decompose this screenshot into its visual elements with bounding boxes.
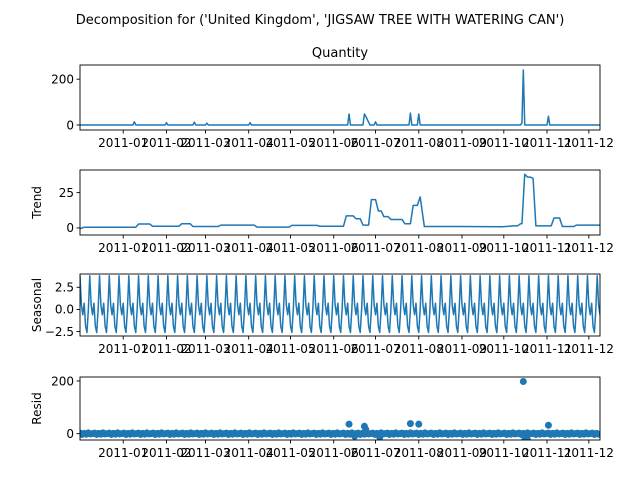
trend-xtick-label: 2011-02: [141, 241, 191, 255]
quantity-xtick-label: 2011-03: [180, 136, 230, 150]
resid-xtick-label: 2011-05: [265, 446, 315, 460]
quantity-xtick-label: 2011-04: [224, 136, 274, 150]
decomposition-panels: 02002011-012011-022011-032011-042011-052…: [30, 46, 614, 460]
quantity-xtick-label: 2011-07: [350, 136, 400, 150]
quantity-xtick-label: 2011-02: [141, 136, 191, 150]
trend-xtick-label: 2011-10: [479, 241, 529, 255]
resid-xtick-label: 2011-12: [564, 446, 614, 460]
resid-ylabel: Resid: [30, 392, 44, 424]
resid-outlier-point: [362, 425, 370, 433]
trend-xtick-label: 2011-08: [394, 241, 444, 255]
resid-outlier-point: [345, 420, 353, 428]
resid-xtick-label: 2011-06: [309, 446, 359, 460]
seasonal-xtick-label: 2011-05: [265, 342, 315, 356]
trend-xtick-label: 2011-09: [437, 241, 487, 255]
resid-xtick-label: 2011-11: [522, 446, 572, 460]
quantity-xtick-label: 2011-12: [564, 136, 614, 150]
trend-xtick-label: 2011-05: [265, 241, 315, 255]
quantity-title: Quantity: [312, 46, 368, 61]
trend-xtick-label: 2011-12: [564, 241, 614, 255]
seasonal-plot-area: [80, 275, 600, 334]
seasonal-ytick-label: 2.5: [55, 281, 74, 295]
quantity-xtick-label: 2011-08: [394, 136, 444, 150]
seasonal-xtick-label: 2011-10: [479, 342, 529, 356]
trend-xtick-label: 2011-03: [180, 241, 230, 255]
quantity-xtick-label: 2011-06: [309, 136, 359, 150]
seasonal-xtick-label: 2011-12: [564, 342, 614, 356]
figure-suptitle: Decomposition for ('United Kingdom', 'JI…: [76, 13, 565, 28]
resid-xtick-label: 2011-09: [437, 446, 487, 460]
quantity-xtick-label: 2011-01: [98, 136, 148, 150]
resid-panel: 02002011-012011-022011-032011-042011-052…: [30, 374, 614, 460]
trend-axes-frame: [79, 169, 601, 236]
resid-outlier-point: [376, 433, 384, 440]
quantity-ytick-label: 200: [51, 72, 74, 86]
quantity-series-line: [80, 69, 600, 126]
trend-panel: 0252011-012011-022011-032011-042011-0520…: [30, 169, 614, 255]
resid-outlier-point: [351, 432, 359, 440]
resid-xtick-label: 2011-04: [224, 446, 274, 460]
quantity-xtick-label: 2011-05: [265, 136, 315, 150]
trend-xtick-label: 2011-01: [98, 241, 148, 255]
resid-xtick-label: 2011-08: [394, 446, 444, 460]
resid-ytick-label: 0: [66, 427, 74, 441]
quantity-xtick-label: 2011-11: [522, 136, 572, 150]
resid-outlier-point: [544, 421, 552, 429]
trend-ytick-label: 0: [66, 221, 74, 235]
resid-axes-frame: [79, 376, 601, 441]
resid-plot-area: [80, 377, 600, 440]
seasonal-series-line: [80, 275, 600, 334]
quantity-xtick-label: 2011-10: [479, 136, 529, 150]
quantity-xtick-label: 2011-09: [437, 136, 487, 150]
seasonal-axes-frame: [79, 273, 601, 337]
seasonal-panel: −2.50.02.52011-012011-022011-032011-0420…: [30, 273, 614, 356]
resid-xtick-label: 2011-07: [350, 446, 400, 460]
trend-xtick-label: 2011-04: [224, 241, 274, 255]
seasonal-ytick-label: −2.5: [45, 325, 74, 339]
quantity-axes-frame: [79, 64, 601, 131]
seasonal-xtick-label: 2011-07: [350, 342, 400, 356]
resid-xtick-label: 2011-02: [141, 446, 191, 460]
resid-outlier-point: [519, 377, 527, 385]
seasonal-xtick-label: 2011-09: [437, 342, 487, 356]
trend-xtick-label: 2011-06: [309, 241, 359, 255]
resid-xtick-label: 2011-01: [98, 446, 148, 460]
quantity-panel: 02002011-012011-022011-032011-042011-052…: [51, 46, 614, 150]
seasonal-ytick-label: 0.0: [55, 303, 74, 317]
seasonal-ylabel: Seasonal: [30, 278, 44, 332]
seasonal-xtick-label: 2011-08: [394, 342, 444, 356]
quantity-plot-area: [80, 69, 600, 126]
seasonal-xtick-label: 2011-01: [98, 342, 148, 356]
trend-series-line: [80, 173, 600, 230]
seasonal-xtick-label: 2011-11: [522, 342, 572, 356]
trend-ytick-label: 25: [59, 186, 74, 200]
quantity-ytick-label: 0: [66, 118, 74, 132]
resid-outlier-point: [524, 436, 532, 440]
trend-ylabel: Trend: [30, 186, 44, 220]
seasonal-xtick-label: 2011-02: [141, 342, 191, 356]
seasonal-xtick-label: 2011-06: [309, 342, 359, 356]
resid-xtick-label: 2011-03: [180, 446, 230, 460]
resid-outlier-point: [415, 420, 423, 428]
trend-xtick-label: 2011-07: [350, 241, 400, 255]
resid-ytick-label: 200: [51, 374, 74, 388]
seasonal-xtick-label: 2011-03: [180, 342, 230, 356]
seasonal-xtick-label: 2011-04: [224, 342, 274, 356]
resid-xtick-label: 2011-10: [479, 446, 529, 460]
resid-marker: [595, 430, 600, 438]
resid-outlier-point: [406, 420, 414, 428]
trend-xtick-label: 2011-11: [522, 241, 572, 255]
trend-plot-area: [80, 173, 600, 230]
